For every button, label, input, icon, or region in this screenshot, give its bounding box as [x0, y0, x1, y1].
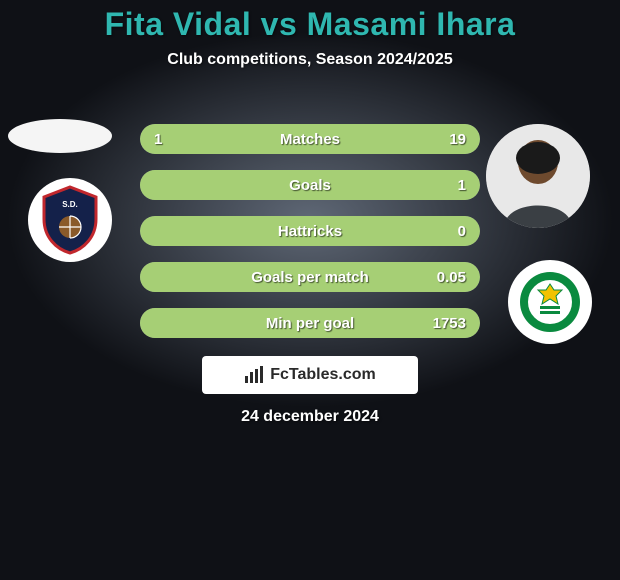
stat-value-left: 1 — [140, 131, 210, 148]
watermark-text: FcTables.com — [270, 366, 376, 384]
crest-icon — [518, 270, 582, 334]
stat-row: Min per goal1753 — [140, 308, 480, 338]
club-right-badge — [508, 260, 592, 344]
stat-value-right: 1753 — [410, 315, 480, 332]
watermark: FcTables.com — [202, 356, 418, 394]
stat-label: Matches — [210, 131, 410, 148]
date-label: 24 december 2024 — [0, 408, 620, 426]
page-title: Fita Vidal vs Masami Ihara — [0, 0, 620, 43]
stat-value-right: 0 — [410, 223, 480, 240]
stat-row: Goals per match0.05 — [140, 262, 480, 292]
stat-value-right: 19 — [410, 131, 480, 148]
person-icon — [486, 124, 590, 228]
stat-row: Goals1 — [140, 170, 480, 200]
comparison-card: Fita Vidal vs Masami Ihara Club competit… — [0, 0, 620, 580]
svg-text:S.D.: S.D. — [62, 200, 78, 209]
shield-icon: S.D. — [40, 185, 100, 255]
stats-panel: 1Matches19Goals1Hattricks0Goals per matc… — [140, 124, 480, 354]
stat-label: Min per goal — [210, 315, 410, 332]
stat-value-right: 1 — [410, 177, 480, 194]
bar-chart-icon — [244, 366, 264, 384]
stat-label: Hattricks — [210, 223, 410, 240]
club-left-badge: S.D. — [28, 178, 112, 262]
stat-row: Hattricks0 — [140, 216, 480, 246]
stat-label: Goals — [210, 177, 410, 194]
subtitle: Club competitions, Season 2024/2025 — [0, 51, 620, 69]
stat-row: 1Matches19 — [140, 124, 480, 154]
player-left-avatar — [8, 119, 112, 153]
stat-label: Goals per match — [210, 269, 410, 286]
stat-value-right: 0.05 — [410, 269, 480, 286]
player-right-avatar — [486, 124, 590, 228]
